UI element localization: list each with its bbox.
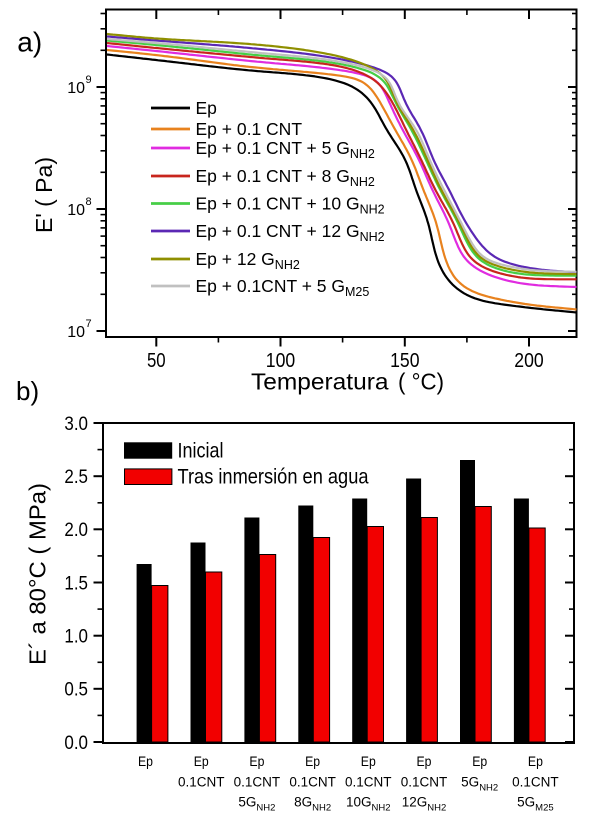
svg-text:E´ a 80°C ( MPa): E´ a 80°C ( MPa) [25,483,51,665]
svg-text:Ep: Ep [528,754,543,769]
svg-text:8: 8 [86,196,92,208]
svg-text:1.0: 1.0 [64,627,88,648]
svg-text:0.1CNT: 0.1CNT [178,775,225,790]
svg-text:3.0: 3.0 [64,414,88,435]
svg-text:( °C): ( °C) [398,369,444,395]
svg-text:Ep: Ep [361,754,376,769]
svg-text:0.1CNT: 0.1CNT [289,775,336,790]
svg-text:2.0: 2.0 [64,520,88,541]
svg-text:0.1CNT: 0.1CNT [234,775,281,790]
svg-text:Temperatura: Temperatura [251,369,389,395]
svg-text:a): a) [17,27,42,58]
svg-text:100: 100 [266,350,295,372]
svg-text:10: 10 [67,202,85,219]
svg-text:10: 10 [67,324,85,341]
svg-text:0.1CNT: 0.1CNT [512,775,559,790]
svg-text:Tras inmersión en agua: Tras inmersión en agua [178,465,369,488]
svg-text:E' ( Pa): E' ( Pa) [31,157,57,233]
svg-text:Ep + 0.1CNT + 5 GM25: Ep + 0.1CNT + 5 GM25 [196,276,370,299]
svg-text:b): b) [16,376,39,406]
svg-text:Ep: Ep [249,754,264,769]
svg-text:200: 200 [514,350,543,372]
svg-text:Ep + 0.1 CNT + 5 GNH2: Ep + 0.1 CNT + 5 GNH2 [196,138,375,161]
svg-text:1.5: 1.5 [64,573,88,594]
svg-text:Ep: Ep [417,754,432,769]
svg-text:Ep + 0.1 CNT + 10 GNH2: Ep + 0.1 CNT + 10 GNH2 [196,194,385,217]
svg-text:150: 150 [390,350,419,372]
svg-text:2.5: 2.5 [64,467,88,488]
svg-text:0.0: 0.0 [64,733,88,754]
svg-text:Ep: Ep [472,754,487,769]
svg-text:Ep: Ep [305,754,320,769]
svg-text:10: 10 [67,80,85,97]
svg-text:0.1CNT: 0.1CNT [345,775,392,790]
svg-text:Ep: Ep [194,754,209,769]
svg-text:0.1CNT: 0.1CNT [401,775,448,790]
svg-text:Ep: Ep [138,754,153,769]
svg-text:Ep + 0.1 CNT + 8 GNH2: Ep + 0.1 CNT + 8 GNH2 [196,166,375,189]
svg-text:0.5: 0.5 [64,680,88,701]
svg-text:Ep: Ep [196,98,217,118]
svg-text:Inicial: Inicial [178,439,224,462]
svg-text:Ep + 0.1 CNT + 12 GNH2: Ep + 0.1 CNT + 12 GNH2 [196,221,385,244]
svg-text:7: 7 [86,318,92,330]
svg-text:50: 50 [147,350,166,372]
svg-text:Ep + 0.1 CNT: Ep + 0.1 CNT [196,119,303,139]
svg-text:9: 9 [86,74,92,86]
svg-text:Ep + 12 GNH2: Ep + 12 GNH2 [196,249,300,272]
